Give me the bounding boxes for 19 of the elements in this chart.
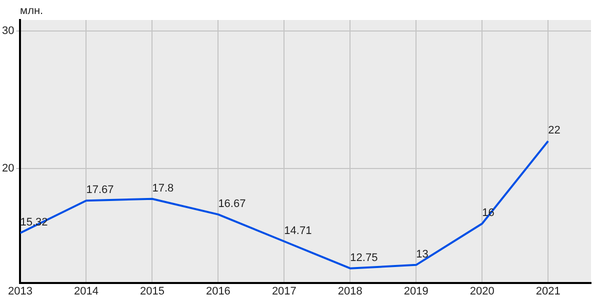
data-label: 22 — [548, 124, 560, 137]
data-label: 12.75 — [350, 252, 378, 264]
x-tick-label: 2015 — [140, 285, 164, 298]
x-tick-label: 2016 — [206, 285, 230, 298]
y-tick-label: 30 — [2, 25, 14, 38]
data-label: 17.8 — [152, 182, 174, 194]
y-tick-label: 20 — [2, 162, 14, 175]
x-tick-label: 2020 — [470, 285, 494, 298]
x-tick-label: 2019 — [404, 285, 428, 298]
x-tick-label: 2014 — [74, 285, 98, 298]
x-tick-label: 2013 — [8, 285, 32, 298]
x-tick-label: 2018 — [338, 285, 362, 298]
data-label: 16.67 — [218, 198, 246, 210]
data-label: 14.71 — [284, 224, 312, 237]
y-axis-title: млн. — [20, 5, 44, 17]
data-label: 13 — [416, 248, 428, 260]
data-label: 17.67 — [86, 184, 114, 196]
x-tick-label: 2017 — [272, 285, 296, 298]
x-tick-label: 2021 — [536, 285, 560, 298]
